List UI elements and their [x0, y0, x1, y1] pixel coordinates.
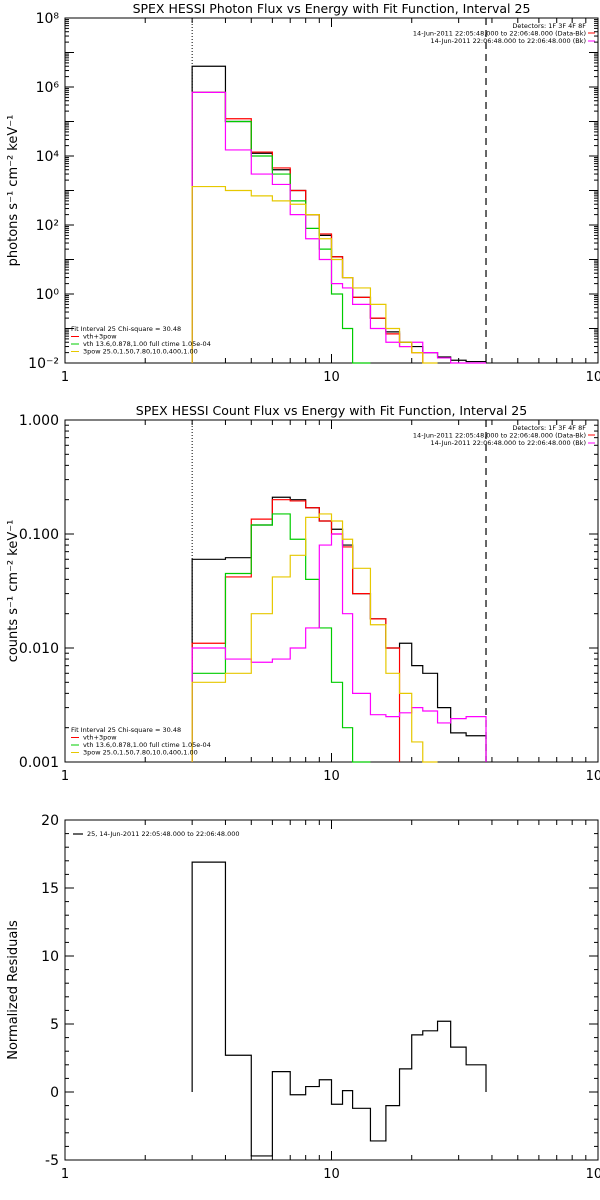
- panel3-xtick-label: 1: [61, 1167, 69, 1182]
- panel1-header-line: 14-Jun-2011 22:06:48.000 to 22:06:48.000…: [431, 37, 586, 45]
- panel1-fit-line: 3pow 25.0,1.50,7.80,10.0,400,1.00: [83, 348, 198, 356]
- panel3-ytick-label: 5: [50, 1017, 59, 1033]
- panel1-series-5: [191, 185, 438, 364]
- panel2-ytick-label: 0.100: [19, 527, 59, 543]
- panel3-ytick-label: -5: [45, 1153, 59, 1169]
- panel1-series-3: [191, 91, 371, 364]
- panel1-ytick-label: 10⁶: [36, 80, 60, 96]
- panel1-ylabel: photons s⁻¹ cm⁻² keV⁻¹: [6, 115, 21, 267]
- panel3-xtick-label: 10: [323, 1167, 340, 1182]
- panel2-xtick-label: 10: [323, 769, 340, 784]
- panel1-xtick-label: 1: [61, 370, 69, 385]
- panel2-series-1: [191, 496, 487, 762]
- panel1-series-1: [191, 65, 487, 363]
- panel1-ytick-label: 10⁻²: [28, 356, 59, 372]
- panel2-header-line: 14-Jun-2011 22:06:48.000 to 22:06:48.000…: [431, 439, 586, 447]
- panel3-ytick-label: 20: [41, 813, 59, 829]
- panel1-xtick-label: 10: [323, 370, 340, 385]
- panel1-ytick-label: 10⁴: [36, 149, 60, 165]
- panel3-ytick-label: 15: [41, 881, 59, 897]
- panel1-header-line: Detectors: 1F 3F 4F 8F: [512, 22, 586, 30]
- panel3-series-1: [191, 861, 487, 1157]
- panel3-ytick-label: 10: [41, 949, 59, 965]
- panel1-ytick-label: 10²: [36, 218, 59, 234]
- panel1-fit-line: vth 13.6,0.878,1.00 full ctime 1.05e-04: [83, 340, 211, 348]
- panel2-fit-line: vth 13.6,0.878,1.00 full ctime 1.05e-04: [83, 741, 211, 749]
- panel1-fit-line: vth+3pow: [83, 333, 117, 341]
- panel2-fit-line: Fit Interval 25 Chi-square = 30.48: [71, 726, 181, 734]
- panel3-legend-text: 25, 14-Jun-2011 22:05:48.000 to 22:06:48…: [87, 830, 239, 838]
- panel1-fit-line: Fit Interval 25 Chi-square = 30.48: [71, 325, 181, 333]
- panel1-ytick-label: 10⁰: [36, 287, 60, 303]
- panel2-fit-line: vth+3pow: [83, 734, 117, 742]
- panel3-ylabel: Normalized Residuals: [6, 920, 21, 1060]
- panel2-frame: [64, 419, 599, 763]
- panel2-series-4: [191, 533, 487, 762]
- panel2-ytick-label: 0.001: [19, 755, 59, 771]
- panel2-xtick-label: 1: [61, 769, 69, 784]
- panel2-ytick-label: 1.000: [19, 413, 59, 429]
- panel2-series-3: [191, 513, 371, 763]
- panel2-header-line: Detectors: 1F 3F 4F 8F: [512, 424, 586, 432]
- panel2-fit-line: 3pow 25.0,1.50,7.80,10.0,400,1.00: [83, 749, 198, 757]
- panel1-series-2: [191, 91, 424, 363]
- panel2-header-line: 14-Jun-2011 22:05:48.000 to 22:06:48.000…: [413, 432, 586, 440]
- panel2-xtick-label: 100: [586, 769, 600, 784]
- panel2-ytick-label: 0.010: [19, 641, 59, 657]
- panel1-xtick-label: 100: [586, 370, 600, 385]
- panel3-xtick-label: 100: [586, 1167, 600, 1182]
- panel2-ylabel: counts s⁻¹ cm⁻² keV⁻¹: [6, 520, 21, 663]
- panel1-title: SPEX HESSI Photon Flux vs Energy with Fi…: [133, 1, 531, 16]
- panel2-title: SPEX HESSI Count Flux vs Energy with Fit…: [136, 403, 527, 418]
- panel1-header-line: 14-Jun-2011 22:05:48.000 to 22:06:48.000…: [413, 30, 586, 38]
- panel1-frame: [64, 17, 599, 364]
- panel3-ytick-label: 0: [50, 1085, 59, 1101]
- panel3-frame: [64, 819, 599, 1161]
- panel2-series-5: [191, 513, 438, 763]
- panel1-series-4: [191, 91, 487, 364]
- panel1-ytick-label: 10⁸: [36, 11, 60, 27]
